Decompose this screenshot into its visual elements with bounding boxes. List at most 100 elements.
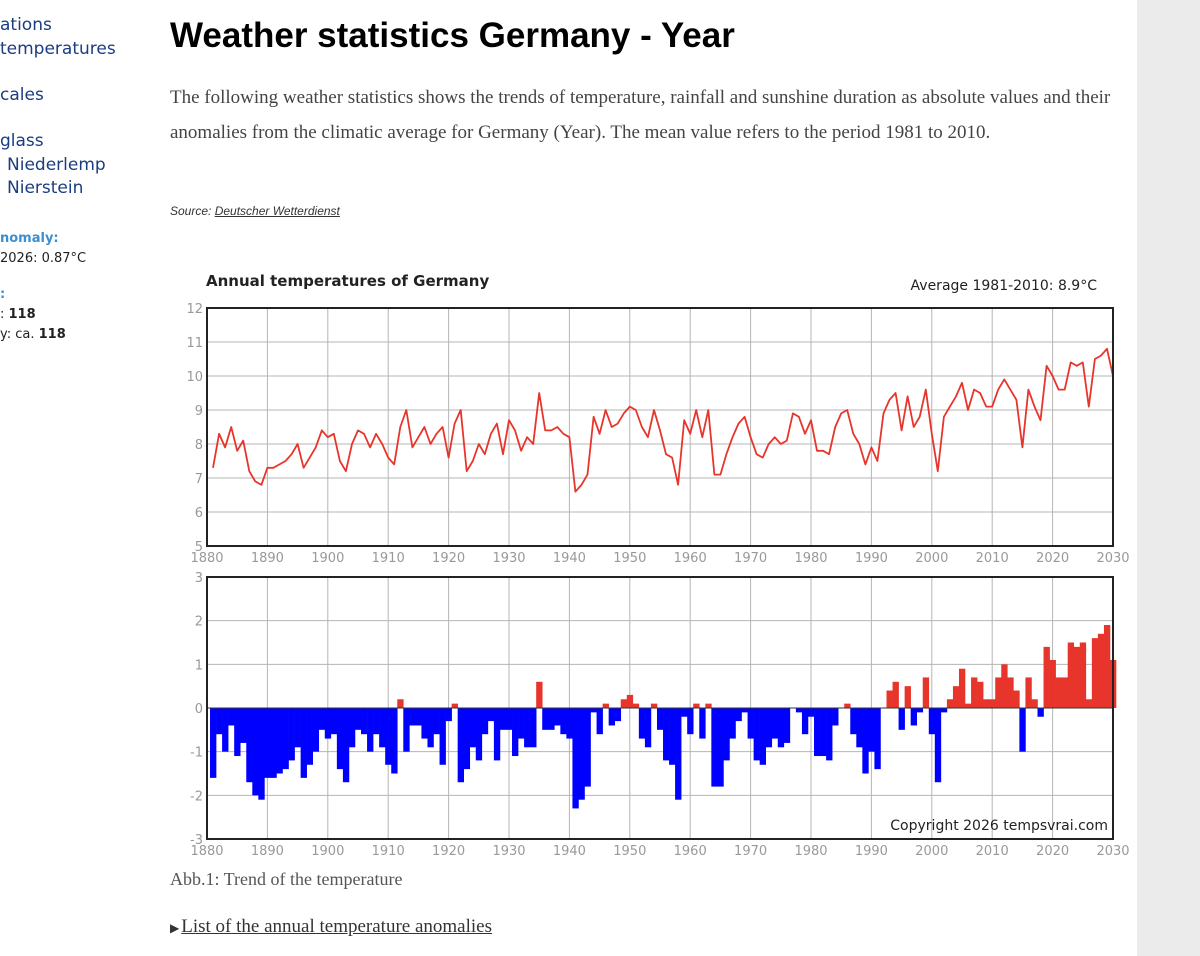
sidebar-link-temperatures[interactable]: temperatures — [0, 39, 116, 59]
anomaly-bar — [1055, 677, 1062, 708]
anomaly-bar — [276, 708, 283, 774]
anomaly-bar — [862, 708, 869, 774]
anomaly-bar — [1067, 642, 1075, 708]
sidebar-link-nierstein[interactable]: Nierstein — [7, 178, 84, 198]
anomaly-bar — [1001, 664, 1008, 708]
x-tick-label: 2000 — [915, 551, 948, 566]
anomaly-bar — [735, 708, 742, 722]
anomaly-list-toggle[interactable]: ▶ List of the annual temperature anomalie… — [170, 916, 492, 938]
plot-frame — [206, 576, 1114, 840]
anomaly-bar — [795, 708, 803, 713]
anomaly-bar — [602, 703, 609, 708]
anomaly-bar — [210, 708, 217, 778]
anomaly-bar — [940, 708, 948, 713]
anomaly-bar — [989, 699, 996, 708]
anomaly-list-link[interactable]: List of the annual temperature anomalies — [181, 916, 492, 937]
anomaly-bar — [439, 708, 446, 765]
anomaly-bar — [632, 703, 640, 708]
anomaly-bar — [1103, 625, 1111, 708]
anomaly-bar — [934, 708, 942, 783]
anomaly-bar — [361, 708, 368, 735]
x-tick-label: 1910 — [372, 844, 405, 859]
intro-text: The following weather statistics shows t… — [170, 87, 1111, 143]
anomaly-bar — [475, 708, 483, 761]
anomaly-bar — [717, 708, 724, 787]
x-tick-label: 2020 — [1036, 844, 1069, 859]
sidebar-stat-2-value: 118 — [38, 327, 66, 342]
anomaly-bar — [1025, 677, 1032, 708]
anomaly-bar — [542, 708, 549, 730]
anomaly-bar — [282, 708, 289, 770]
y-tick-label: 7 — [195, 472, 203, 487]
sidebar-anomaly-heading: nomaly: — [0, 231, 59, 246]
x-tick-label: 1960 — [674, 551, 707, 566]
anomaly-bar — [427, 708, 434, 748]
y-tick-label: 10 — [186, 370, 203, 385]
anomaly-bar — [252, 708, 259, 796]
anomaly-bar — [270, 708, 277, 778]
temperature-chart: 5 6 7 8 9 10 11 12 1880 1890 1900 1910 1920 1930 1940 1… — [165, 262, 1135, 862]
anomaly-bar — [620, 699, 628, 708]
anomaly-bar — [1097, 633, 1105, 708]
anomaly-bar — [1049, 659, 1056, 708]
anomaly-bar — [451, 703, 458, 708]
anomaly-bar — [566, 708, 573, 739]
source-link[interactable]: Deutscher Wetterdienst — [214, 204, 340, 218]
y-tick-label: 0 — [195, 702, 203, 717]
anomaly-bar — [644, 708, 652, 748]
anomaly-bar — [342, 708, 350, 783]
plot-area — [207, 308, 1113, 546]
anomaly-bar — [505, 708, 513, 730]
x-tick-label: 1930 — [492, 551, 525, 566]
sidebar-link-stations[interactable]: ations — [0, 15, 52, 35]
source-line: Source: Deutscher Wetterdienst — [170, 204, 340, 218]
anomaly-bar — [801, 708, 809, 735]
anomaly-bar — [892, 681, 899, 708]
anomaly-bar — [1079, 642, 1087, 708]
sidebar-stats-heading: : — [0, 287, 6, 302]
x-tick-label: 1980 — [794, 844, 827, 859]
anomaly-bar — [318, 708, 326, 730]
anomaly-bar — [457, 708, 464, 783]
chart-title: Annual temperatures of Germany — [206, 272, 489, 290]
anomaly-bar — [783, 708, 791, 743]
x-tick-label: 2010 — [976, 844, 1009, 859]
anomaly-bar — [753, 708, 760, 761]
anomaly-bar — [910, 708, 917, 726]
anomaly-bar — [1031, 699, 1038, 708]
anomaly-bar — [228, 708, 235, 726]
x-tick-label: 1950 — [613, 551, 646, 566]
anomaly-bar — [524, 708, 531, 748]
page-title: Weather statistics Germany - Year — [170, 16, 735, 55]
x-tick-label: 1970 — [734, 844, 767, 859]
anomaly-bar — [1037, 708, 1044, 717]
anomaly-bar — [1085, 699, 1093, 708]
x-tick-label: 1990 — [855, 844, 888, 859]
anomaly-bar — [723, 708, 730, 761]
x-tick-label: 2030 — [1096, 551, 1129, 566]
anomaly-bar — [626, 694, 634, 708]
sidebar-link-scales[interactable]: cales — [0, 85, 44, 105]
anomaly-bar — [747, 708, 754, 739]
anomaly-bar — [638, 708, 646, 739]
anomaly-bar — [922, 677, 930, 708]
copyright-annotation: Copyright 2026 tempsvrai.com — [890, 818, 1108, 834]
anomaly-bar — [826, 708, 833, 761]
anomaly-bar — [1013, 690, 1020, 708]
sidebar-link-niederlemp[interactable]: Niederlemp — [7, 155, 106, 175]
source-label: Source: — [170, 204, 215, 218]
anomaly-bar — [983, 699, 990, 708]
x-tick-label: 1960 — [674, 844, 707, 859]
anomaly-bar — [493, 708, 501, 761]
anomaly-bar — [952, 686, 960, 708]
anomaly-bar — [222, 708, 229, 752]
anomaly-bar — [348, 708, 356, 748]
x-tick-label: 1900 — [311, 551, 344, 566]
x-tick-label: 2000 — [915, 844, 948, 859]
anomaly-bar — [379, 708, 386, 748]
anomaly-bar — [499, 708, 507, 730]
anomaly-bar — [765, 708, 773, 748]
sidebar-link-glass[interactable]: glass — [0, 131, 44, 151]
sidebar-anomaly-text: 2026: 0.87°C — [0, 251, 87, 266]
